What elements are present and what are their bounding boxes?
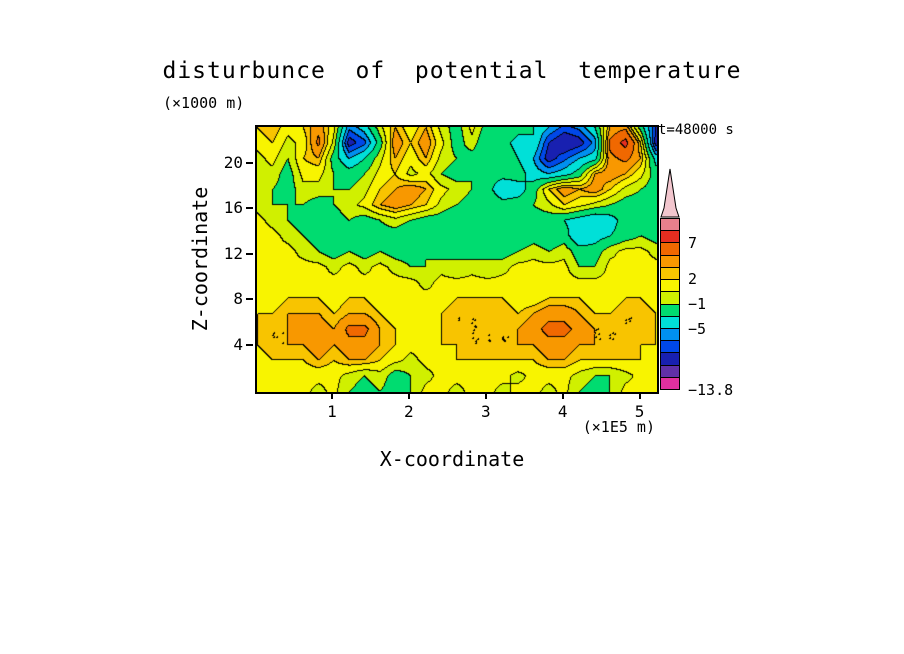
x-tick-mark (561, 392, 564, 399)
y-tick-mark (246, 343, 253, 346)
x-tick-mark (484, 392, 487, 399)
colorbar-segment (661, 316, 679, 329)
x-tick-label: 1 (327, 402, 337, 421)
colorbar-segment (661, 243, 679, 256)
colorbar-tick-label: 7 (688, 233, 698, 252)
colorbar-segment (661, 377, 679, 390)
y-tick-mark (246, 298, 253, 300)
colorbar-segment (661, 267, 679, 281)
x-tick-label: 5 (634, 402, 645, 421)
x-tick-label: 2 (404, 402, 414, 421)
heatmap-canvas (257, 127, 657, 392)
colorbar-segment (661, 353, 679, 366)
y-tick-label: 4 (233, 334, 243, 354)
colorbar-tick-label: 2 (688, 270, 698, 289)
colorbar-tick-label: −5 (688, 319, 707, 338)
x-tick-mark (407, 392, 410, 399)
y-tick-mark (246, 252, 253, 255)
colorbar-segment (661, 255, 679, 268)
colorbar-arrow-icon (660, 168, 680, 218)
plot-area (255, 125, 659, 394)
colorbar-segment (661, 280, 679, 293)
y-tick-label: 8 (233, 289, 243, 308)
y-tick-mark (246, 207, 253, 210)
colorbar-segment (661, 328, 679, 342)
colorbar (660, 218, 680, 390)
y-tick-mark (246, 161, 253, 164)
colorbar-segment (661, 231, 679, 244)
x-tick-mark (638, 392, 641, 399)
y-tick-label: 12 (223, 243, 243, 263)
chart-title: disturbunce of potential temperature (162, 58, 742, 84)
colorbar-segment (661, 219, 679, 232)
colorbar-segment (661, 304, 679, 317)
y-axis-unit-label: (×1000 m) (163, 94, 245, 112)
colorbar-tick-label: −13.8 (688, 381, 734, 399)
x-axis-unit-label: (×1E5 m) (582, 418, 655, 436)
x-tick-label: 3 (480, 402, 491, 421)
y-tick-label: 20 (223, 152, 243, 172)
x-tick-label: 4 (557, 402, 568, 421)
colorbar-segment (661, 365, 679, 378)
time-annotation: t=48000 s (658, 122, 734, 138)
x-tick-mark (330, 392, 333, 399)
colorbar-segment (661, 341, 679, 354)
colorbar-tick-label: −1 (688, 295, 707, 313)
y-tick-label: 16 (223, 198, 243, 218)
x-axis-title: X-coordinate (379, 447, 525, 471)
colorbar-segment (661, 292, 679, 305)
